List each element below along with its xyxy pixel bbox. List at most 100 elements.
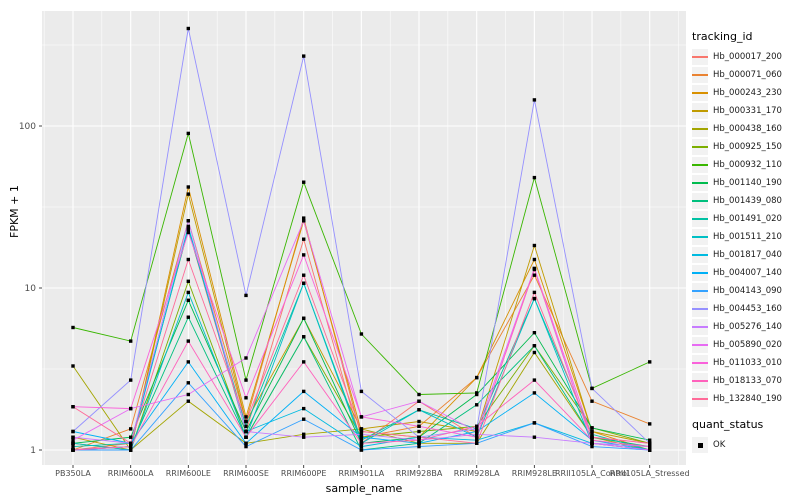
legend-key-swatch <box>692 283 708 299</box>
legend-title-quant-status: quant_status <box>692 418 764 431</box>
legend-item-Hb_018133_070: Hb_018133_070 <box>692 372 798 390</box>
legend-item-label: Hb_004143_090 <box>713 286 782 296</box>
legend-item-Hb_000331_170: Hb_000331_170 <box>692 102 798 120</box>
legend-item-Hb_132840_190: Hb_132840_190 <box>692 390 798 408</box>
legend-item-label: Hb_132840_190 <box>713 394 782 404</box>
series-line-icon <box>692 398 708 400</box>
legend-title-tracking-id: tracking_id <box>692 30 753 43</box>
legend-key-swatch <box>692 301 708 317</box>
legend-item-label: OK <box>713 440 726 450</box>
x-tick-labels: PB350LA RRIM600LA RRIM600LE RRIM600SE RRIM60… <box>55 469 689 478</box>
svg-text:RRIM928BA: RRIM928BA <box>396 469 443 478</box>
legend-item-label: Hb_011033_010 <box>713 358 782 368</box>
series-line-icon <box>692 272 708 274</box>
series-line-icon <box>692 290 708 292</box>
plot-panel <box>42 11 686 465</box>
legend-item-label: Hb_000071_060 <box>713 70 782 80</box>
data-points <box>71 26 652 452</box>
legend-key-swatch <box>692 265 708 281</box>
legend-item-Hb_011033_010: Hb_011033_010 <box>692 354 798 372</box>
legend-item-label: Hb_000331_170 <box>713 106 782 116</box>
y-axis-title: FPKM + 1 <box>8 185 21 238</box>
legend: tracking_id Hb_000017_200 Hb_000071_060 Hb… <box>692 30 798 454</box>
series-line-icon <box>692 200 708 202</box>
legend-item-Hb_005276_140: Hb_005276_140 <box>692 318 798 336</box>
legend-item-Hb_000438_160: Hb_000438_160 <box>692 120 798 138</box>
legend-key-swatch <box>692 121 708 137</box>
legend-item-Hb_004007_140: Hb_004007_140 <box>692 264 798 282</box>
legend-item-Hb_000925_150: Hb_000925_150 <box>692 138 798 156</box>
series-line-icon <box>692 344 708 346</box>
series-line-icon <box>692 110 708 112</box>
legend-item-Hb_001491_020: Hb_001491_020 <box>692 210 798 228</box>
legend-key-swatch <box>692 337 708 353</box>
legend-key-swatch <box>692 319 708 335</box>
series-line-icon <box>692 164 708 166</box>
axis-ticks <box>39 125 651 468</box>
series-line-icon <box>692 56 708 58</box>
svg-text:RRIM600LE: RRIM600LE <box>166 469 211 478</box>
legend-key-swatch <box>692 67 708 83</box>
legend-key-swatch <box>692 373 708 389</box>
point-marker-icon <box>697 442 703 448</box>
legend-item-Hb_000017_200: Hb_000017_200 <box>692 48 798 66</box>
legend-item-label: Hb_000925_150 <box>713 142 782 152</box>
legend-key-swatch <box>692 391 708 407</box>
legend-item-label: Hb_000243_230 <box>713 88 782 98</box>
svg-text:RRIM928LA: RRIM928LA <box>454 469 500 478</box>
major-gridlines <box>42 11 686 465</box>
svg-text:RRIM600SE: RRIM600SE <box>223 469 269 478</box>
svg-text:1: 1 <box>30 446 36 456</box>
legend-item-label: Hb_018133_070 <box>713 376 782 386</box>
legend-item-label: Hb_001817_040 <box>713 250 782 260</box>
legend-item-Hb_001140_190: Hb_001140_190 <box>692 174 798 192</box>
legend-item-Hb_000932_110: Hb_000932_110 <box>692 156 798 174</box>
x-axis-title: sample_name <box>325 482 403 495</box>
legend-key-swatch <box>692 355 708 371</box>
svg-text:PB350LA: PB350LA <box>55 469 91 478</box>
legend-item-quant-ok: OK <box>692 436 798 454</box>
legend-item-label: Hb_000932_110 <box>713 160 782 170</box>
legend-item-Hb_005890_020: Hb_005890_020 <box>692 336 798 354</box>
legend-item-Hb_001511_210: Hb_001511_210 <box>692 228 798 246</box>
series-line-icon <box>692 236 708 238</box>
legend-item-Hb_001817_040: Hb_001817_040 <box>692 246 798 264</box>
legend-item-Hb_001439_080: Hb_001439_080 <box>692 192 798 210</box>
svg-text:RRII105LA_Stressed: RRII105LA_Stressed <box>610 469 690 478</box>
legend-item-Hb_004453_160: Hb_004453_160 <box>692 300 798 318</box>
legend-item-Hb_000071_060: Hb_000071_060 <box>692 66 798 84</box>
legend-key-swatch <box>692 211 708 227</box>
legend-item-label: Hb_000017_200 <box>713 52 782 62</box>
y-tick-labels: 1 10 100 <box>19 122 36 456</box>
legend-item-label: Hb_000438_160 <box>713 124 782 134</box>
legend-key-swatch <box>692 193 708 209</box>
legend-item-Hb_004143_090: Hb_004143_090 <box>692 282 798 300</box>
svg-text:RRIM600LA: RRIM600LA <box>108 469 154 478</box>
legend-item-label: Hb_001491_020 <box>713 214 782 224</box>
svg-text:RRIM600PE: RRIM600PE <box>281 469 327 478</box>
series-line-icon <box>692 218 708 220</box>
series-line-icon <box>692 308 708 310</box>
legend-key-swatch <box>692 103 708 119</box>
svg-text:RRII105LA_Control: RRII105LA_Control <box>555 469 629 478</box>
legend-item-label: Hb_004007_140 <box>713 268 782 278</box>
svg-text:100: 100 <box>19 122 36 132</box>
legend-key-swatch <box>692 175 708 191</box>
svg-text:RRIM901LA: RRIM901LA <box>338 469 384 478</box>
svg-text:10: 10 <box>25 284 37 294</box>
series-line-icon <box>692 380 708 382</box>
legend-item-label: Hb_001140_190 <box>713 178 782 188</box>
legend-key-swatch <box>692 139 708 155</box>
series-line-icon <box>692 128 708 130</box>
legend-item-label: Hb_001511_210 <box>713 232 782 242</box>
legend-item-label: Hb_001439_080 <box>713 196 782 206</box>
legend-key-swatch <box>692 49 708 65</box>
legend-item-label: Hb_004453_160 <box>713 304 782 314</box>
legend-key-swatch <box>692 85 708 101</box>
legend-key-swatch <box>692 229 708 245</box>
legend-key-swatch <box>692 247 708 263</box>
series-line-icon <box>692 146 708 148</box>
series-line-icon <box>692 326 708 328</box>
legend-item-label: Hb_005890_020 <box>713 340 782 350</box>
